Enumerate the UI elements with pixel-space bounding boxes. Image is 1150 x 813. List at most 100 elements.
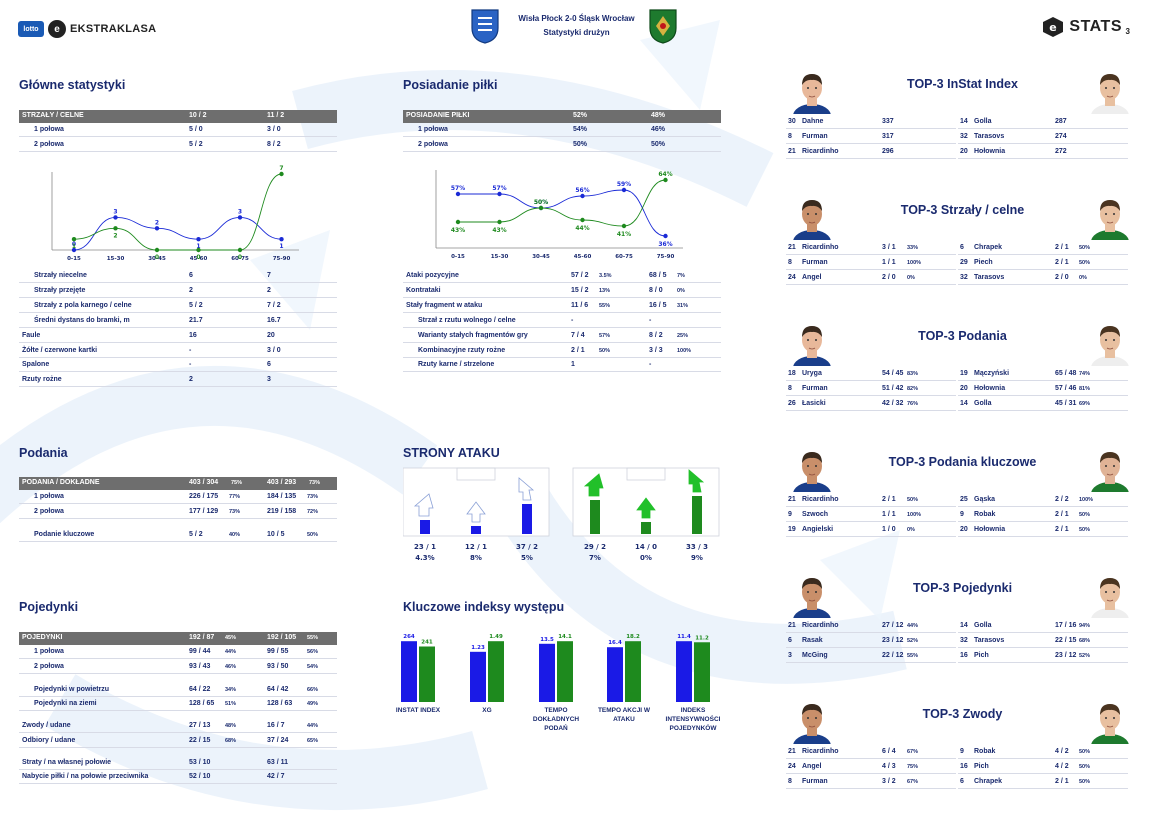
player-value: 2 / 1 [1055,259,1069,266]
player-number: 16 [960,652,968,659]
passes-header-b-pct: 73% [309,480,321,486]
value-a: - [571,316,574,324]
value-a: 22 / 15 [189,737,211,744]
index-value-b: 1.49 [489,634,503,640]
player-number: 29 [960,259,968,266]
pct-a: 34% [225,687,237,693]
penalty-area-right [626,467,666,481]
value-b: 7 / 2 [267,301,281,309]
attack-arrow-right-icon [583,473,604,497]
ekstraklasa-stats-icon: e [1043,17,1064,37]
player-number: 20 [960,385,968,392]
series-0-data-label: 59% [617,181,631,188]
player-name: Golla [974,400,992,407]
player-photo-left [793,452,831,492]
row-label: 1 połowa [34,493,64,500]
series-0-data-label: 50% [534,199,548,206]
top3-row-right: 9 Robak 4 / 2 50% [958,746,1128,759]
top3-row-right: 16 Pich 4 / 2 50% [958,761,1128,774]
top3-row-left: 21 Ricardinho 296 [786,146,956,159]
value-b: 42 / 7 [267,773,285,780]
player-value: 23 / 12 [882,637,904,644]
duels-row: Zwody / udane 27 / 13 48% 16 / 7 44% [19,720,337,733]
player-value: 272 [1055,148,1067,155]
top3-row-right: 9 Robak 2 / 1 50% [958,509,1128,522]
series-0-data-label: 2 [155,219,159,226]
value-b: 184 / 135 [267,493,297,500]
top3-title: TOP-3 Strzały / celne [900,203,1025,217]
series-0-point [455,191,461,197]
duels-row: Pojedynki na ziemi 128 / 65 51% 128 / 63 49% [19,698,337,711]
player-name: Furman [802,259,828,266]
value-a: 1 [571,361,575,369]
row-label: Rzuty karne / strzelone [418,361,495,369]
value-a: 50% [573,141,588,148]
player-pct: 52% [907,638,919,644]
passes-header-b: 403 / 293 [267,479,297,486]
pct-b: 0% [677,287,685,294]
x-tick-label: 0-15 [67,256,81,262]
index-bar-b [694,642,710,702]
row-label: Stały fragment w ataku [406,301,483,309]
pct-b: 50% [307,532,319,538]
row-label: Rzuty rożne [22,376,62,384]
top3-title: TOP-3 Pojedynki [912,581,1013,595]
main-stat-row: Strzały przejęte 2 2 [19,285,337,298]
player-number: 32 [960,274,968,281]
player-name: Angielski [802,526,834,533]
player-number: 8 [788,385,792,392]
player-number: 20 [960,148,968,155]
duels-row: Pojedynki w powietrzu 64 / 22 34% 64 / 42 66… [19,684,337,697]
pct-a: 51% [225,701,237,707]
row-label: 2 połowa [34,663,64,670]
player-value: 22 / 12 [882,652,904,659]
pct-b: 66% [307,687,319,693]
player-value: 23 / 12 [1055,652,1077,659]
player-name: Tarasovs [974,133,1005,140]
player-number: 20 [960,526,968,533]
index-value-a: 1.23 [471,645,485,651]
value-a: 7 / 4 [571,331,585,339]
shots-row: 2 połowa 5 / 2 8 / 2 [19,139,337,152]
main-stat-row: Spalone - 6 [19,359,337,373]
main-stat-row: Średni dystans do bramki, m 21.7 16.7 [19,315,337,328]
value-b: 8 / 2 [267,141,281,148]
top3-row-left: 9 Szwoch 1 / 1 100% [786,509,956,522]
attack-value-right: 33 / 3 [686,543,708,551]
player-number: 24 [788,763,796,770]
row-label: Straty / na własnej połowie [22,759,112,766]
attack-pct-right: 9% [691,554,703,562]
passes-row: 1 połowa 226 / 175 77% 184 / 135 73% [19,491,337,504]
player-photo-right [1091,326,1129,366]
series-1-data-label: 1 [72,243,76,250]
player-name: Uryga [802,370,822,377]
player-photo-left [793,74,831,114]
player-value: 287 [1055,118,1067,125]
player-value: 6 / 4 [882,748,896,755]
value-a: 5 / 2 [189,531,203,538]
player-number: 9 [960,748,964,755]
row-label: Nabycie piłki / na połowie przeciwnika [22,773,149,780]
player-photo-right [1091,578,1129,618]
top3-row-left: 3 McGing 22 / 12 55% [786,650,956,663]
index-bar-b [557,641,573,702]
value-b: 46% [651,126,666,133]
pct-a: 13% [599,287,611,294]
row-label: 2 połowa [34,508,64,515]
row-label: Pojedynki na ziemi [34,700,97,707]
player-name: Ricardinho [802,496,839,503]
value-a: 54% [573,126,588,133]
top3-row-left: 18 Uryga 54 / 45 83% [786,368,956,381]
top3-row-right: 29 Piech 2 / 1 50% [958,257,1128,270]
top3-row-right: 16 Pich 23 / 12 52% [958,650,1128,663]
player-number: 6 [960,244,964,251]
series-1-data-label: 43% [451,227,465,234]
player-pct: 82% [907,386,919,392]
match-title-block: Wisła Płock 2-0 Śląsk Wrocław Statystyki… [504,12,649,40]
attack-row: Strzał z rzutu wolnego / celne - - [403,315,721,328]
attack-value-right: 14 / 0 [635,543,657,551]
possession-title: Posiadanie piłki [403,78,498,92]
player-name: Chrapek [974,244,1003,251]
player-name: Ricardinho [802,244,839,251]
main-stat-row: Żółte / czerwone kartki - 3 / 0 [19,345,337,358]
